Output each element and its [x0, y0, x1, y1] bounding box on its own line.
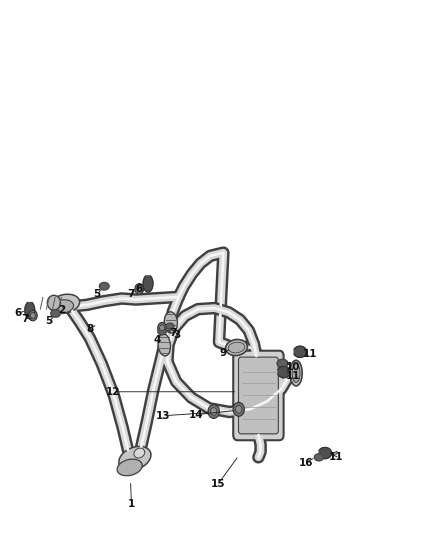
Polygon shape	[25, 303, 35, 319]
Text: 14: 14	[189, 410, 204, 419]
Ellipse shape	[228, 342, 245, 353]
Ellipse shape	[134, 448, 145, 458]
Text: 11: 11	[285, 371, 300, 381]
Text: 13: 13	[155, 411, 170, 421]
Ellipse shape	[277, 359, 288, 368]
Ellipse shape	[99, 282, 109, 290]
Ellipse shape	[314, 454, 323, 461]
Text: 9: 9	[220, 348, 227, 358]
Polygon shape	[319, 448, 332, 458]
Ellipse shape	[158, 334, 170, 356]
Circle shape	[31, 312, 35, 318]
Polygon shape	[294, 346, 307, 357]
Ellipse shape	[290, 360, 302, 386]
Ellipse shape	[164, 312, 177, 333]
Ellipse shape	[50, 294, 80, 313]
Ellipse shape	[158, 328, 166, 335]
Text: 11: 11	[329, 453, 344, 462]
Circle shape	[159, 325, 164, 330]
Circle shape	[208, 405, 219, 418]
Ellipse shape	[51, 310, 60, 317]
Circle shape	[135, 284, 144, 294]
Text: 1: 1	[128, 499, 135, 508]
Circle shape	[236, 406, 242, 413]
FancyBboxPatch shape	[233, 351, 283, 440]
Ellipse shape	[117, 459, 142, 476]
Text: 2: 2	[58, 305, 65, 315]
Ellipse shape	[119, 447, 151, 470]
Text: 4: 4	[154, 335, 161, 345]
Ellipse shape	[292, 364, 300, 383]
Circle shape	[233, 402, 244, 416]
Text: 15: 15	[211, 479, 226, 489]
Ellipse shape	[166, 323, 174, 329]
FancyBboxPatch shape	[238, 357, 279, 434]
Text: 5: 5	[46, 316, 53, 326]
Circle shape	[211, 408, 217, 415]
Ellipse shape	[52, 300, 74, 313]
Text: 11: 11	[303, 350, 318, 359]
Polygon shape	[278, 367, 290, 377]
Circle shape	[137, 286, 141, 292]
Text: 3: 3	[174, 330, 181, 340]
Circle shape	[28, 310, 37, 321]
Text: 12: 12	[106, 387, 120, 397]
Text: 10: 10	[285, 362, 300, 372]
Text: 6: 6	[136, 284, 143, 294]
Polygon shape	[143, 276, 153, 292]
Text: 7: 7	[22, 314, 29, 324]
Ellipse shape	[47, 295, 60, 310]
Text: 8: 8	[86, 325, 93, 334]
Text: 6: 6	[15, 309, 22, 318]
Text: 7: 7	[127, 289, 134, 299]
Text: 5: 5	[94, 289, 101, 299]
Ellipse shape	[226, 340, 247, 356]
Circle shape	[158, 322, 166, 333]
Text: 16: 16	[298, 458, 313, 467]
Text: 7: 7	[170, 328, 177, 338]
